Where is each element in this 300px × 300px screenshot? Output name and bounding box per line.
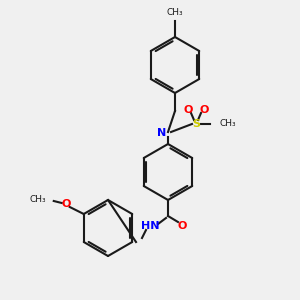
Text: CH₃: CH₃ bbox=[220, 119, 237, 128]
Text: S: S bbox=[192, 119, 200, 129]
Text: N: N bbox=[158, 128, 166, 138]
Text: O: O bbox=[61, 199, 70, 209]
Text: HN: HN bbox=[141, 221, 159, 231]
Text: CH₃: CH₃ bbox=[29, 196, 46, 205]
Text: O: O bbox=[177, 221, 187, 231]
Text: O: O bbox=[199, 105, 209, 115]
Text: O: O bbox=[183, 105, 193, 115]
Text: CH₃: CH₃ bbox=[167, 8, 183, 17]
